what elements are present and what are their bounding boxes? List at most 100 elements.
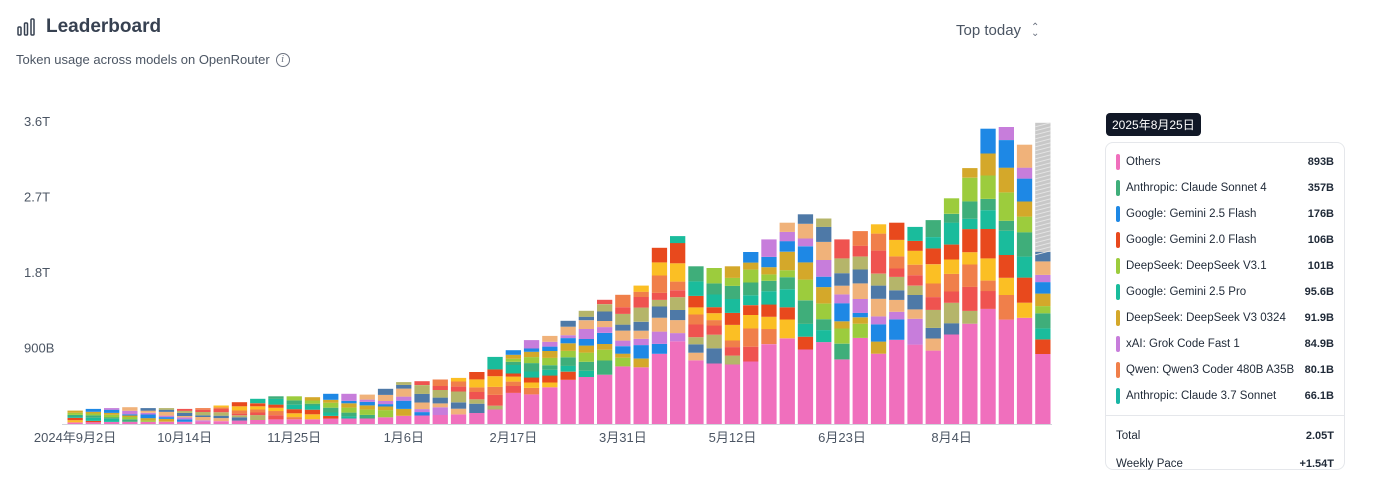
pace-hatch [1035, 174, 1051, 180]
bar-segment [487, 376, 503, 387]
x-tick-label: 11月25日 [267, 430, 321, 445]
bar-segment [414, 393, 430, 403]
subtitle: Token usage across models on OpenRouter … [16, 52, 290, 67]
bar-segment [286, 400, 302, 405]
bar-segment [469, 399, 485, 404]
bar-segment [1035, 261, 1051, 275]
bar-segment [542, 365, 558, 370]
bar-segment [377, 417, 394, 424]
bar-segment [943, 198, 960, 214]
bar-segment [231, 415, 248, 418]
bar-segment [286, 409, 302, 414]
bar-segment [469, 403, 485, 413]
bar-segment [323, 412, 339, 416]
info-icon[interactable]: i [275, 52, 290, 67]
bar-segment [998, 167, 1014, 193]
bar-segment [578, 361, 594, 371]
legend-name: Anthropic: Claude 3.7 Sonnet [1126, 390, 1277, 402]
bar-segment [450, 381, 467, 387]
bar-segment [615, 313, 631, 325]
bar-segment [670, 243, 686, 264]
bar-segment [633, 297, 649, 308]
bar-segment [943, 291, 960, 303]
bar-segment [870, 353, 887, 424]
bar-segment [907, 240, 923, 251]
pace-hatch [1035, 126, 1051, 132]
bar-segment [213, 407, 229, 409]
legend-item: Anthropic: Claude Sonnet 4 357B [1116, 175, 1334, 201]
range-select[interactable]: Top today ⌃ ⌄ [956, 22, 1039, 39]
pace-hatch [1035, 186, 1051, 192]
x-tick-label: 10月14日 [157, 430, 212, 445]
bar-segment [797, 279, 814, 301]
bar-segment [779, 270, 795, 278]
bar-segment [268, 398, 284, 405]
bar-segment [560, 338, 576, 344]
bar-segment [797, 214, 814, 224]
bar-segment [177, 421, 193, 424]
legend-swatch [1116, 154, 1120, 170]
bar-segment [980, 210, 996, 229]
bar-segment [250, 398, 266, 404]
bar-segment [779, 277, 795, 290]
bar-segment [980, 199, 996, 211]
bar-segment [779, 307, 795, 320]
bar-segment [980, 229, 996, 259]
pace-hatch [1035, 166, 1051, 172]
bar-segment [724, 312, 741, 325]
bar-segment [286, 413, 302, 418]
bar-segment [396, 384, 412, 389]
bar-segment [1035, 313, 1051, 329]
stacked-bar-chart[interactable]: 900B 1.8T 2.7T 3.6T 2024年9月2日 10月14日 11月25日 1月6… [0, 90, 1070, 470]
bar-segment [1035, 274, 1051, 283]
x-tick-label: 3月31日 [599, 430, 647, 445]
bar-segment [286, 404, 302, 410]
bar-segment [250, 403, 266, 407]
pace-hatch [1035, 162, 1051, 168]
bar-segment [651, 353, 668, 424]
bar-segment [615, 346, 631, 354]
x-tick-label: 1月6日 [384, 430, 424, 445]
pace-hatch [1035, 138, 1051, 144]
y-tick-label: 900B [24, 341, 54, 356]
bar-segment [834, 294, 850, 304]
pace-hatch [1035, 182, 1051, 188]
bar-segment [67, 414, 83, 417]
bar-segment [907, 226, 923, 241]
bar-segment [268, 415, 284, 420]
bar-segment [834, 328, 850, 344]
legend-value: 66.1B [1304, 390, 1334, 402]
pace-hatch [1035, 222, 1051, 228]
x-tick-label: 6月23日 [818, 430, 866, 445]
bar-segment [560, 379, 576, 424]
bar-segment [158, 418, 175, 422]
bar-segment [505, 354, 521, 359]
bar-segment [396, 400, 412, 409]
bar-segment [761, 267, 777, 275]
bar-segment [359, 414, 375, 419]
bar-segment [304, 397, 321, 401]
bar-segment [1035, 293, 1051, 307]
bar-segment [743, 269, 759, 283]
bar-segment [250, 415, 266, 420]
bar-segment [779, 222, 795, 232]
bar-segment [706, 363, 722, 424]
bar-segment [323, 402, 339, 408]
bar-segment [85, 411, 101, 414]
bar-segment [706, 348, 722, 364]
bar-segment [177, 412, 193, 416]
bar-segment [432, 403, 448, 408]
pace-hatch [1035, 238, 1051, 244]
bar-segment [450, 386, 467, 392]
bar-segment [341, 400, 357, 404]
bar-segment [670, 281, 686, 291]
bar-segment [560, 371, 576, 380]
bar-segment [67, 416, 83, 418]
bar-segment [980, 258, 996, 281]
bar-segment [597, 333, 613, 344]
tooltip-date: 2025年8月25日 [1106, 113, 1201, 136]
bar-segment [633, 321, 649, 331]
bar-segment [651, 247, 668, 263]
bar-segment [670, 297, 686, 310]
bar-segment [651, 292, 668, 300]
